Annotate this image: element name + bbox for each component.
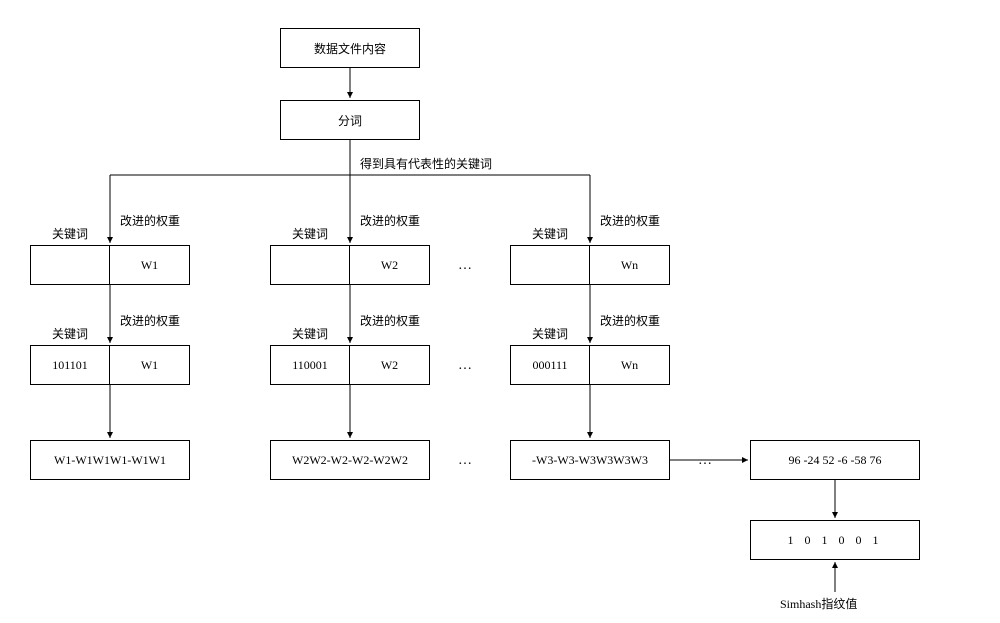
col1-row3: W1-W1W1W1-W1W1 [30,440,190,480]
sum-box: 96 -24 52 -6 -58 76 [750,440,920,480]
col1-row1-keyword-header: 关键词 [30,225,110,242]
col3-row1-weight: Wn [590,245,670,285]
col1-row2-keyword: 101101 [30,345,110,385]
col3-row2-weight: Wn [590,345,670,385]
col2-row1-keyword-header: 关键词 [270,225,350,242]
col2-row3: W2W2-W2-W2-W2W2 [270,440,430,480]
col2-row2-keyword-header: 关键词 [270,325,350,342]
col1-row1-keyword [30,245,110,285]
edge-label-keywords: 得到具有代表性的关键词 [360,155,540,172]
col3-row1-weight-header: 改进的权重 [590,215,670,228]
dots-row3-b: … [698,453,714,469]
col1-row2-weight: W1 [110,345,190,385]
dots-row2-a: … [458,358,474,374]
col1-row1-weight-header: 改进的权重 [110,215,190,228]
col2-row1-weight: W2 [350,245,430,285]
col3-row1-keyword-header: 关键词 [510,225,590,242]
col2-row1-weight-header: 改进的权重 [350,215,430,228]
col3-row1-keyword [510,245,590,285]
col2-row2-weight-header: 改进的权重 [350,315,430,328]
col3-row2-keyword-header: 关键词 [510,325,590,342]
dots-row3-a: … [458,453,474,469]
col2-row2-weight: W2 [350,345,430,385]
col3-row3: -W3-W3-W3W3W3W3 [510,440,670,480]
node-data-file: 数据文件内容 [280,28,420,68]
col2-row1-keyword [270,245,350,285]
col2-row2-keyword: 110001 [270,345,350,385]
node-segment: 分词 [280,100,420,140]
col1-row1-weight: W1 [110,245,190,285]
simhash-label: Simhash指纹值 [780,595,920,612]
col1-row2-weight-header: 改进的权重 [110,315,190,328]
binary-box: 1 0 1 0 0 1 [750,520,920,560]
col3-row2-keyword: 000111 [510,345,590,385]
col1-row2-keyword-header: 关键词 [30,325,110,342]
dots-row1-a: … [458,258,474,274]
col3-row2-weight-header: 改进的权重 [590,315,670,328]
